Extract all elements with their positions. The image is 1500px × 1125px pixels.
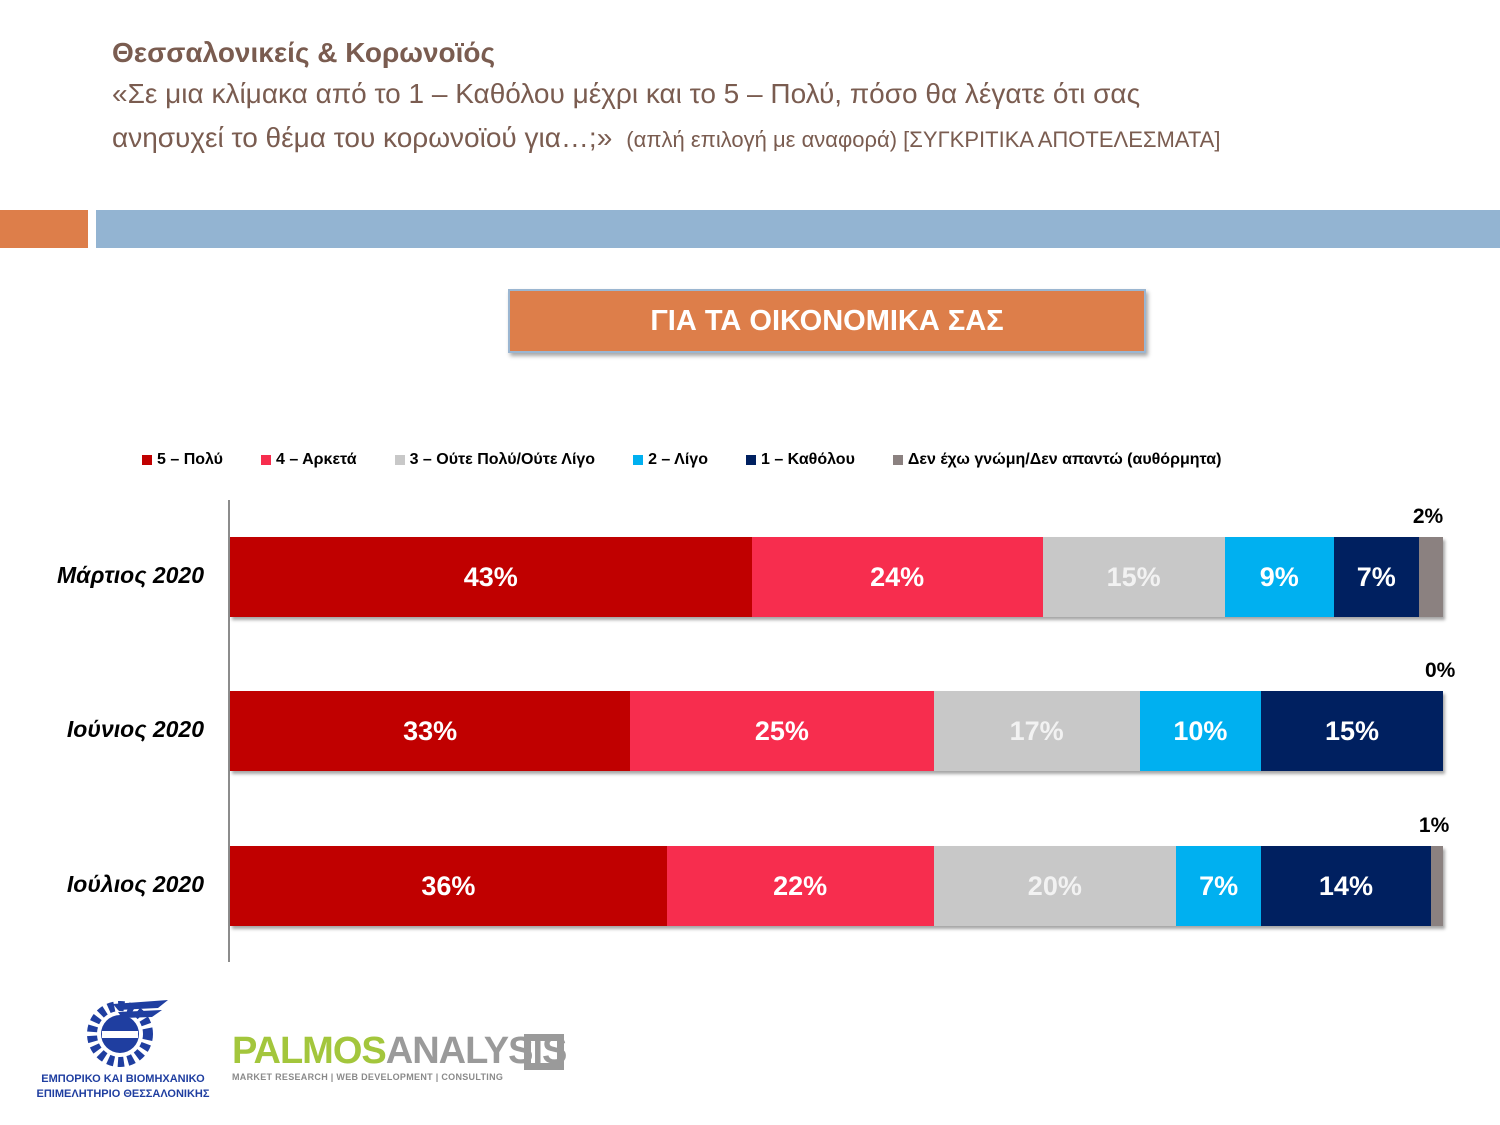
data-label: 7% (1199, 870, 1239, 901)
data-label: 17% (1009, 715, 1064, 746)
data-label: 15% (1106, 561, 1161, 592)
stacked-bar: 36% 22% 20% 7% 14% (230, 846, 1443, 926)
bar-segment: 20% (933, 846, 1177, 926)
bar-segment (1418, 537, 1443, 617)
chart-legend: 5 – Πολύ 4 – Αρκετά 3 – Ούτε Πολύ/Ούτε Λίγ… (142, 449, 1442, 471)
bar-segment: 15% (1261, 691, 1443, 771)
palmos-square-icon (524, 1034, 564, 1070)
legend-item: 4 – Αρκετά (260, 451, 357, 469)
legend-label: 3 – Ούτε Πολύ/Ούτε Λίγο (409, 451, 596, 468)
ebet-emblem-icon (87, 1000, 168, 1067)
question-line-1: «Σε μια κλίμακα από το 1 – Καθόλου μέχρι… (112, 78, 1141, 109)
legend-item: 3 – Ούτε Πολύ/Ούτε Λίγο (394, 451, 596, 469)
legend-label: Δεν έχω γνώμη/Δεν απαντώ (αυθόρμητα) (907, 451, 1222, 468)
stacked-bar: 33% 25% 17% 10% 15% (230, 691, 1443, 771)
legend-swatch (260, 455, 271, 465)
ebet-name-line1: ΕΜΠΟΡΙΚΟ ΚΑΙ ΒΙΟΜΗΧΑΝΙΚΟ (41, 1073, 205, 1085)
data-label: 24% (870, 561, 925, 592)
legend-swatch (745, 455, 756, 465)
data-label: 36% (421, 870, 476, 901)
bar-segment: 33% (230, 691, 631, 771)
bar-segment: 24% (751, 537, 1043, 617)
stacked-bar: 43% 24% 15% 9% 7% (230, 537, 1443, 617)
bar-segment: 7% (1333, 537, 1419, 617)
bar-segment: 22% (666, 846, 934, 926)
palmos-word-part1: PALMOS (232, 1030, 387, 1072)
decor-orange-bar (0, 210, 88, 248)
section-title: ΓΙΑ ΤΑ ΟΙΚΟΝΟΜΙΚΑ ΣΑΣ (508, 289, 1146, 353)
legend-label: 2 – Λίγο (648, 451, 708, 468)
legend-item: 2 – Λίγο (633, 451, 708, 469)
legend-label: 5 – Πολύ (157, 451, 223, 468)
ebet-name-line2: ΕΠΙΜΕΛΗΤΗΡΙΟ ΘΕΣΣΑΛΟΝΙΚΗΣ (36, 1088, 210, 1100)
data-label: 7% (1356, 561, 1396, 592)
data-label-outside: 2% (1412, 505, 1444, 528)
slide-header: Θεσσαλονικείς & Κορωνοϊός «Σε μια κλίμακ… (112, 34, 1482, 162)
question-line-2-text: ανησυχεί το θέμα του κορωνοϊού για…;» (112, 122, 613, 153)
category-label: Μάρτιος 2020 (57, 562, 204, 588)
data-label: 20% (1027, 870, 1082, 901)
bar-segment: 36% (230, 846, 667, 926)
legend-label: 4 – Αρκετά (275, 451, 357, 468)
bar-segment: 43% (230, 537, 752, 617)
data-label-outside: 0% (1425, 659, 1456, 682)
bar-segment: 10% (1139, 691, 1262, 771)
legend-swatch (892, 455, 903, 465)
decor-blue-bar (96, 210, 1500, 248)
bar-segment: 25% (630, 691, 934, 771)
data-label: 25% (754, 715, 809, 746)
legend-swatch (142, 455, 152, 465)
data-label: 9% (1259, 561, 1299, 592)
bar-segment: 14% (1261, 846, 1431, 926)
legend-item: 5 – Πολύ (142, 451, 223, 469)
bar-segment: 7% (1176, 846, 1262, 926)
legend-label: 1 – Καθόλου (760, 451, 855, 468)
question-line-2: ανησυχεί το θέμα του κορωνοϊού για…;» (απ… (112, 116, 1482, 162)
slide-title: Θεσσαλονικείς & Κορωνοϊός (112, 37, 496, 68)
bar-segment (1430, 846, 1443, 926)
legend-item: 1 – Καθόλου (745, 451, 855, 469)
data-label: 15% (1324, 715, 1380, 746)
category-axis-line (228, 500, 230, 962)
bar-segment: 17% (933, 691, 1140, 771)
bar-segment: 9% (1224, 537, 1334, 617)
category-label: Ιούνιος 2020 (66, 716, 204, 742)
stacked-bar-chart: Μάρτιος 2020 2% 43% 24% 15% 9% 7% Ιούνιος 2020 0… (0, 490, 1500, 970)
data-label: 10% (1173, 715, 1228, 746)
category-label: Ιούλιος 2020 (66, 871, 204, 897)
palmos-analysis-logo: PALMOSANALYSIS MARKET RESEARCH | WEB DEV… (232, 1030, 582, 1092)
ebet-name: ΕΜΠΟΡΙΚΟ ΚΑΙ ΒΙΟΜΗΧΑΝΙΚΟ ΕΠΙΜΕΛΗΤΗΡΙΟ ΘΕ… (18, 1072, 228, 1102)
bar-segment: 15% (1042, 537, 1225, 617)
legend-swatch (394, 455, 405, 465)
data-label: 33% (403, 715, 458, 746)
legend-item: Δεν έχω γνώμη/Δεν απαντώ (αυθόρμητα) (892, 451, 1222, 469)
data-label-outside: 1% (1418, 814, 1450, 837)
ebet-logo: ΕΜΠΟΡΙΚΟ ΚΑΙ ΒΙΟΜΗΧΑΝΙΚΟ ΕΠΙΜΕΛΗΤΗΡΙΟ ΘΕ… (18, 998, 228, 1108)
data-label: 43% (463, 561, 518, 592)
data-label: 22% (773, 870, 828, 901)
legend-swatch (633, 455, 644, 465)
palmos-tagline: MARKET RESEARCH | WEB DEVELOPMENT | CONS… (232, 1072, 504, 1082)
data-label: 14% (1318, 870, 1373, 901)
question-note: (απλή επιλογή με αναφορά) [ΣΥΓΚΡΙΤΙΚΑ ΑΠ… (626, 127, 1221, 152)
